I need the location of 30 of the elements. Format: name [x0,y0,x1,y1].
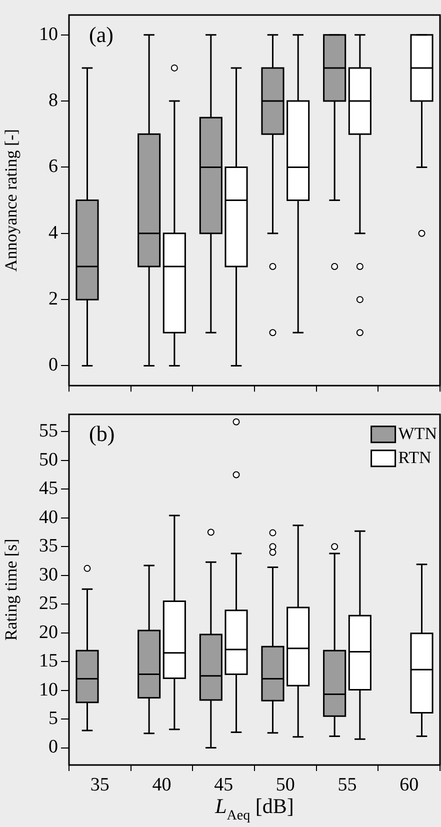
x-tick-label: 45 [214,774,234,796]
y-tick-label: 40 [39,506,58,528]
y-tick-label: 35 [39,536,58,557]
y-tick-label: 0 [48,354,58,376]
y-axis-title: Rating time [s] [2,538,21,641]
x-tick-label: 50 [276,774,295,796]
y-tick-label: 55 [39,420,58,442]
y-axis-title: Annoyance rating [-] [2,129,21,272]
x-tick-label: 35 [90,774,110,796]
y-tick-label: 10 [39,679,58,700]
y-tick-label: 2 [48,288,58,310]
y-tick-label: 8 [48,90,58,112]
x-tick-label: 55 [338,774,357,796]
y-tick-label: 20 [39,622,58,643]
y-tick-label: 30 [39,564,58,586]
y-tick-label: 15 [39,650,58,672]
x-tick-label: 60 [400,774,419,796]
legend-label: WTN [398,424,438,443]
y-tick-label: 45 [39,478,58,500]
y-tick-label: 0 [48,736,58,758]
y-tick-label: 10 [39,24,58,45]
y-tick-label: 25 [39,593,58,614]
y-tick-label: 50 [39,449,58,470]
x-tick-label: 40 [152,774,172,796]
y-tick-label: 6 [48,156,58,178]
annotation: (b) [89,421,115,446]
legend-label: RTN [398,448,432,467]
y-tick-label: 5 [48,708,58,730]
y-tick-label: 4 [48,222,58,244]
annotation: (a) [89,22,114,47]
